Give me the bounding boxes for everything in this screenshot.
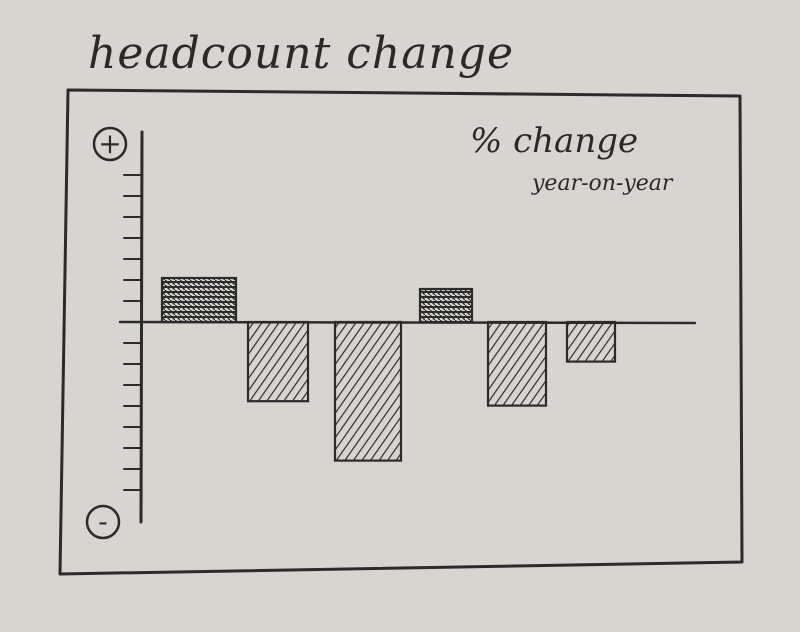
bar-1 [160, 276, 238, 324]
bar-6 [565, 320, 617, 363]
bar-5 [486, 320, 548, 407]
bar-4 [418, 287, 474, 324]
plus-icon [92, 126, 128, 162]
y-axis-positive-label: + [98, 127, 121, 160]
chart-frame [58, 88, 744, 576]
minus-icon [85, 504, 121, 540]
bar-2 [246, 320, 310, 403]
chart-title: headcount change [88, 28, 515, 79]
bars-group [160, 276, 617, 462]
y-axis-ticks [123, 174, 142, 491]
annotation-year-on-year: year-on-year [531, 171, 674, 196]
y-axis [139, 130, 144, 524]
y-axis-negative-label: - [98, 505, 107, 538]
annotation-percent-change: % change [470, 121, 638, 161]
zero-baseline [118, 320, 697, 325]
bar-3 [333, 320, 403, 462]
